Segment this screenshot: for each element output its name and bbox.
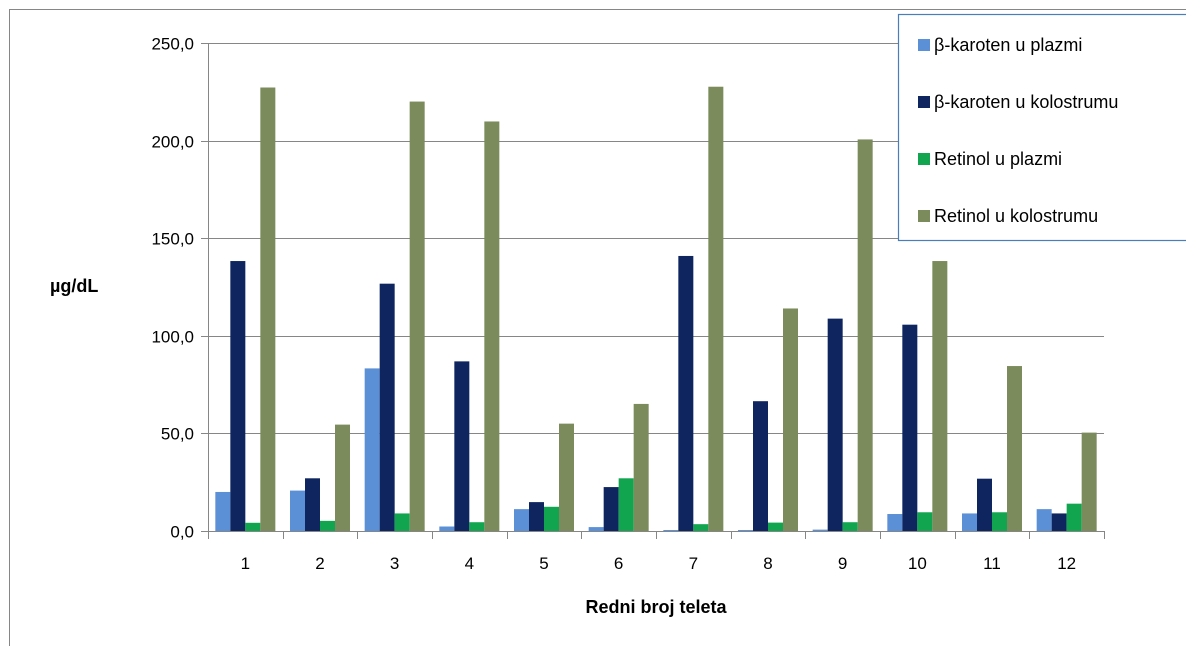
bar — [693, 524, 708, 531]
legend-swatch — [918, 39, 930, 51]
y-tick-label: 0,0 — [170, 523, 194, 542]
legend-swatch — [918, 210, 930, 222]
bar — [215, 492, 230, 531]
x-tick-label: 2 — [315, 554, 324, 573]
y-tick-label: 150,0 — [151, 230, 194, 249]
bar — [619, 478, 634, 531]
bar — [962, 513, 977, 531]
y-tick-label: 50,0 — [161, 425, 194, 444]
x-tick-label: 8 — [763, 554, 772, 573]
bar — [589, 527, 604, 531]
bar — [395, 513, 410, 531]
bar — [380, 284, 395, 531]
legend-label: Retinol u kolostrumu — [934, 206, 1098, 226]
bar — [902, 325, 917, 531]
bar — [708, 87, 723, 531]
bar — [1052, 513, 1067, 531]
legend-label: β-karoten u plazmi — [934, 35, 1082, 55]
bar — [335, 425, 350, 531]
bar — [1082, 433, 1097, 531]
legend-swatch — [918, 153, 930, 165]
bar — [365, 368, 380, 531]
bar — [843, 522, 858, 531]
bar — [410, 102, 425, 531]
bar — [320, 521, 335, 531]
bar — [828, 319, 843, 531]
legend: β-karoten u plazmi β-karoten u kolostrumu… — [899, 15, 1186, 241]
bar — [917, 512, 932, 531]
x-tick-label: 3 — [390, 554, 399, 573]
bar — [484, 121, 499, 531]
x-tick-label: 6 — [614, 554, 623, 573]
bar — [514, 509, 529, 531]
bar — [439, 527, 454, 531]
bar — [559, 424, 574, 531]
bar — [454, 361, 469, 531]
x-tick-label: 9 — [838, 554, 847, 573]
legend-label: Retinol u plazmi — [934, 149, 1062, 169]
x-tick-label: 4 — [465, 554, 474, 573]
legend-label: β-karoten u kolostrumu — [934, 92, 1118, 112]
bar — [230, 261, 245, 531]
bar — [932, 261, 947, 531]
bar — [260, 88, 275, 531]
bar — [290, 491, 305, 531]
bar — [544, 507, 559, 531]
bar — [753, 401, 768, 531]
bar — [738, 530, 753, 531]
bar — [634, 404, 649, 531]
x-tick-label: 5 — [539, 554, 548, 573]
bar — [858, 139, 873, 531]
bar — [529, 502, 544, 531]
x-tick-label: 12 — [1057, 554, 1076, 573]
bar — [887, 514, 902, 531]
bar — [783, 308, 798, 531]
bar — [245, 523, 260, 531]
x-tick-label: 7 — [689, 554, 698, 573]
legend-swatch — [918, 96, 930, 108]
y-tick-label: 250,0 — [151, 35, 194, 54]
bar — [678, 256, 693, 531]
x-tick-label: 1 — [241, 554, 250, 573]
bar — [1037, 509, 1052, 531]
x-tick-label: 10 — [908, 554, 927, 573]
bar — [977, 479, 992, 531]
y-tick-label: 100,0 — [151, 328, 194, 347]
bar — [992, 512, 1007, 531]
bar — [469, 522, 484, 531]
bar — [604, 487, 619, 531]
bar — [1007, 366, 1022, 531]
y-tick-label: 200,0 — [151, 133, 194, 152]
bar — [768, 523, 783, 531]
y-axis-title: µg/dL — [50, 276, 98, 296]
x-axis-title: Redni broj teleta — [585, 597, 727, 617]
bar — [305, 478, 320, 531]
bar — [1067, 504, 1082, 531]
x-tick-label: 11 — [983, 554, 1001, 573]
bar — [663, 530, 678, 531]
bar — [813, 530, 828, 531]
